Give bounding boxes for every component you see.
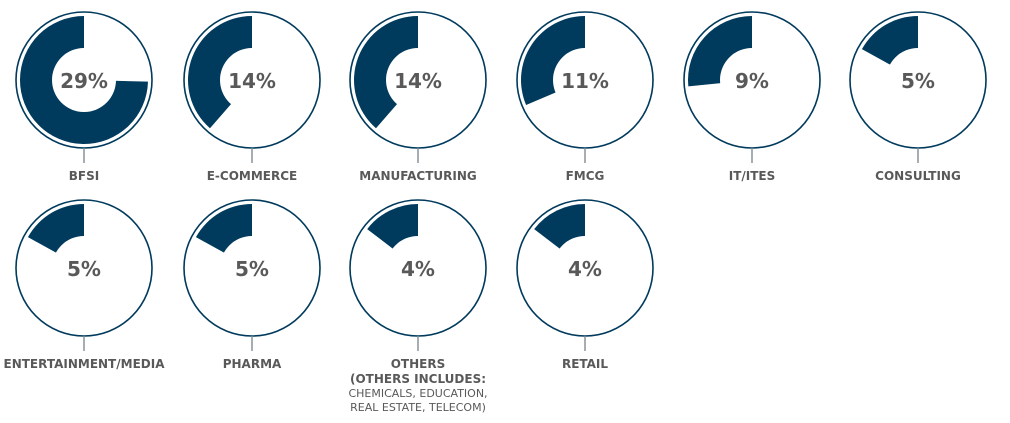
donut-slice (188, 16, 252, 129)
donut-retail: 4% RETAIL (516, 199, 654, 371)
donut-pharma: 5% PHARMA (183, 199, 321, 371)
category-label: E-COMMERCE (207, 169, 298, 183)
donut-value-label: 4% (401, 257, 435, 281)
donut-consulting: 5% CONSULTING (849, 11, 987, 183)
category-label: OTHERS (391, 357, 446, 371)
donut-value-label: 4% (568, 257, 602, 281)
donut-value-label: 14% (394, 69, 442, 93)
donut-value-label: 11% (561, 69, 609, 93)
donut-hole (52, 48, 116, 112)
donut-hole (52, 236, 116, 300)
category-label: PHARMA (223, 357, 282, 371)
donut-hole (553, 236, 617, 300)
donut-hole (386, 236, 450, 300)
donut-bfsi: 29% BFSI (15, 11, 153, 183)
donut-manufacturing: 14% MANUFACTURING (349, 11, 487, 183)
donut-value-label: 29% (60, 69, 108, 93)
donut-it-ites: 9% IT/ITES (683, 11, 821, 183)
category-label: RETAIL (562, 357, 608, 371)
category-note-line: CHEMICALS, EDUCATION, (348, 387, 487, 400)
category-label: ENTERTAINMENT/MEDIA (4, 357, 166, 371)
donut-hole (220, 236, 284, 300)
donut-value-label: 14% (228, 69, 276, 93)
category-note-line: REAL ESTATE, TELECOM) (350, 401, 486, 414)
donut-value-label: 5% (235, 257, 269, 281)
donut-value-label: 5% (67, 257, 101, 281)
donut-e-commerce: 14% E-COMMERCE (183, 11, 321, 183)
donut-others: 4% OTHERS(OTHERS INCLUDES:CHEMICALS, EDUC… (348, 199, 488, 414)
category-label: IT/ITES (729, 169, 776, 183)
donut-hole (386, 48, 450, 112)
category-label: FMCG (566, 169, 605, 183)
donut-fmcg: 11% FMCG (516, 11, 654, 183)
donut-slice (354, 16, 418, 129)
donut-hole (220, 48, 284, 112)
donut-hole (886, 48, 950, 112)
category-label: CONSULTING (875, 169, 961, 183)
category-label: BFSI (69, 169, 99, 183)
category-label: MANUFACTURING (359, 169, 476, 183)
category-note-line: (OTHERS INCLUDES: (350, 372, 486, 386)
donut-hole (553, 48, 617, 112)
donut-value-label: 9% (735, 69, 769, 93)
donut-hole (720, 48, 784, 112)
donut-value-label: 5% (901, 69, 935, 93)
donut-entertainment-media: 5% ENTERTAINMENT/MEDIA (4, 199, 166, 371)
